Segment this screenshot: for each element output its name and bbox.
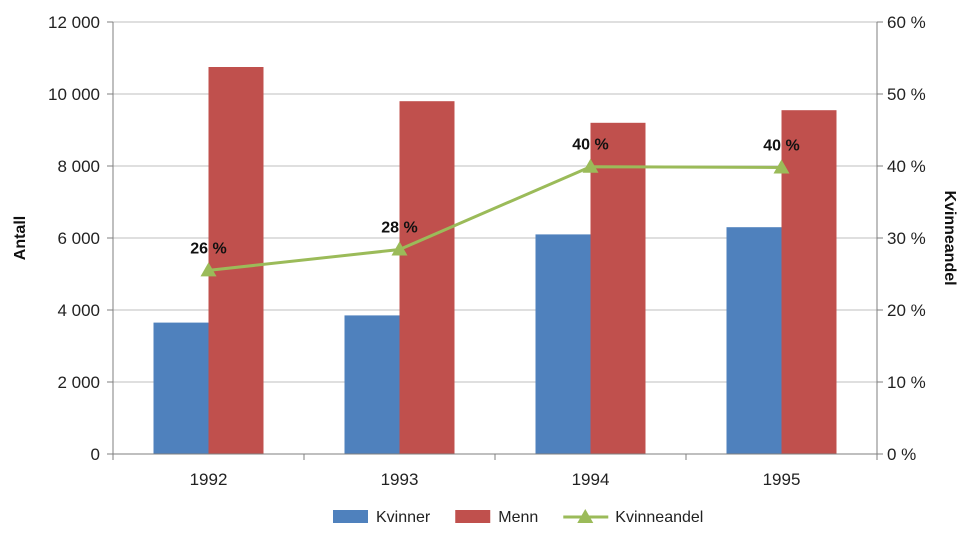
y-axis-left-title: Antall	[12, 216, 29, 260]
bar-menn-1995	[781, 110, 837, 454]
legend-label: Kvinneandel	[615, 509, 703, 526]
data-label-1992: 26 %	[190, 240, 226, 257]
y-right-tick-label: 50 %	[887, 85, 926, 104]
legend: Kvinner Menn Kvinneandel	[333, 509, 703, 526]
bar-kvinner-1993	[344, 315, 400, 454]
tick-labels: 0 2 000 4 000 6 000 8 000 10 000 12 000 0 % 10 %…	[48, 13, 926, 489]
data-label-1995: 40 %	[763, 137, 799, 154]
legend-item-menn: Menn	[455, 509, 538, 526]
y-right-tick-label: 60 %	[887, 13, 926, 32]
x-tick-label: 1992	[190, 470, 228, 489]
x-tick-label: 1995	[763, 470, 801, 489]
data-label-1993: 28 %	[381, 220, 417, 237]
y-left-tick-label: 6 000	[57, 229, 100, 248]
legend-marker	[577, 509, 594, 523]
y-left-tick-label: 2 000	[57, 373, 100, 392]
x-tick-label: 1994	[572, 470, 610, 489]
bar-kvinner-1992	[153, 322, 209, 454]
legend-label: Menn	[498, 509, 538, 526]
bar-kvinner-1994	[535, 234, 591, 454]
y-right-tick-label: 20 %	[887, 301, 926, 320]
marker-1992	[200, 262, 217, 277]
x-tick-label: 1993	[381, 470, 419, 489]
bar-menn-1994	[590, 122, 646, 455]
line-series	[200, 158, 790, 277]
bar-menn-1992	[208, 67, 264, 454]
bars	[153, 67, 837, 455]
legend-swatch	[455, 510, 491, 523]
bar-menn-1993	[399, 101, 455, 454]
legend-item-kvinneandel: Kvinneandel	[563, 509, 703, 526]
y-left-tick-label: 8 000	[57, 157, 100, 176]
y-left-tick-label: 0	[91, 445, 100, 464]
marker-1995	[773, 159, 790, 174]
y-right-tick-label: 30 %	[887, 229, 926, 248]
y-right-tick-label: 40 %	[887, 157, 926, 176]
y-left-tick-label: 10 000	[48, 85, 100, 104]
marker-1993	[391, 241, 408, 256]
y-right-tick-label: 10 %	[887, 373, 926, 392]
y-axis-right-title: Kvinneandel	[941, 190, 958, 285]
legend-label: Kvinner	[376, 509, 431, 526]
marker-1994	[582, 158, 599, 173]
data-labels: 26 % 28 % 40 % 40 %	[190, 137, 799, 258]
y-left-tick-label: 4 000	[57, 301, 100, 320]
y-left-tick-label: 12 000	[48, 13, 100, 32]
legend-item-kvinner: Kvinner	[333, 509, 431, 526]
y-right-tick-label: 0 %	[887, 445, 916, 464]
line-kvinneandel	[208, 165, 782, 272]
data-label-1994: 40 %	[572, 137, 608, 154]
bar-kvinner-1995	[726, 227, 782, 454]
axes	[107, 21, 883, 460]
legend-swatch	[333, 510, 368, 523]
